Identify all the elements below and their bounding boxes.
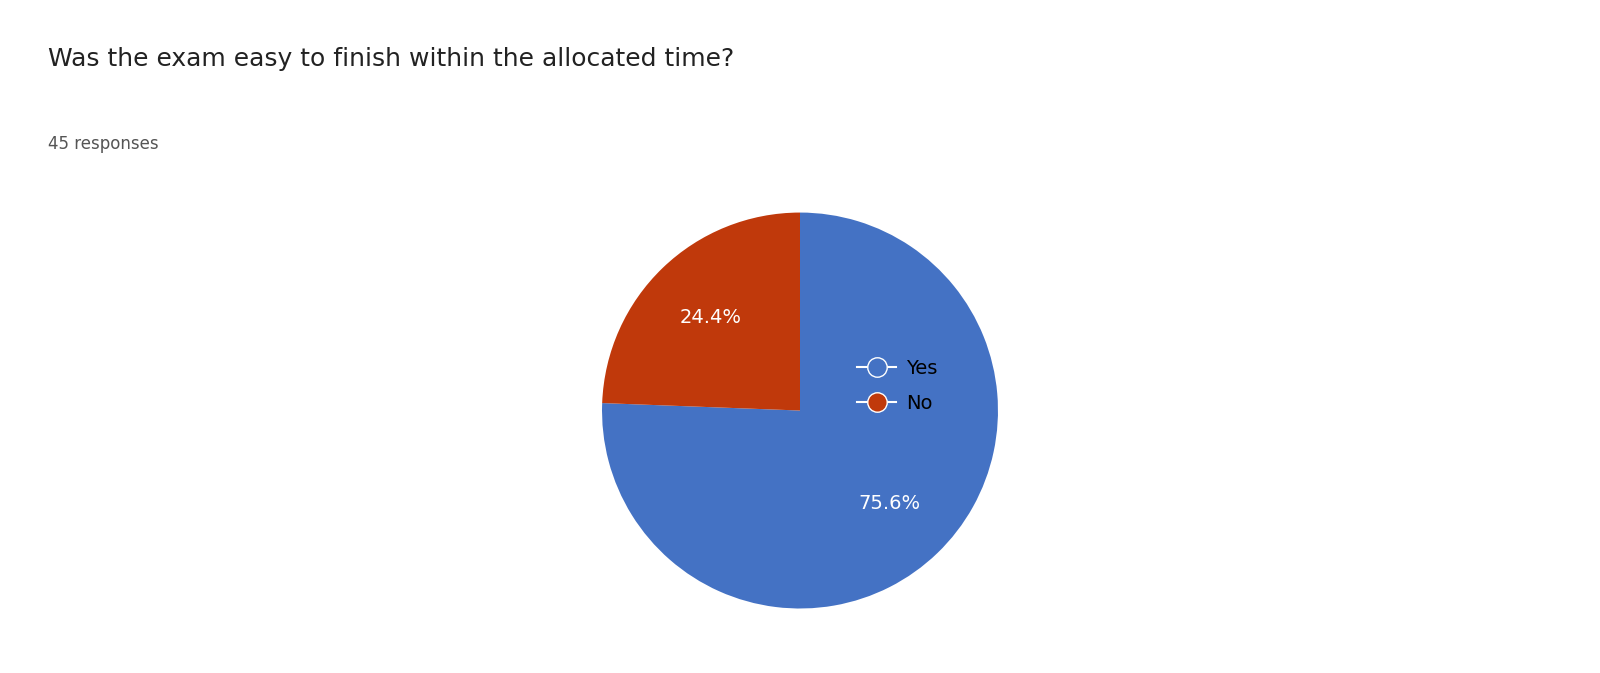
Wedge shape (602, 213, 800, 411)
Text: Was the exam easy to finish within the allocated time?: Was the exam easy to finish within the a… (48, 47, 734, 71)
Wedge shape (602, 213, 998, 608)
Text: 45 responses: 45 responses (48, 135, 158, 153)
Text: 75.6%: 75.6% (858, 494, 920, 513)
Legend: Yes, No: Yes, No (850, 351, 946, 421)
Text: 24.4%: 24.4% (680, 308, 742, 327)
